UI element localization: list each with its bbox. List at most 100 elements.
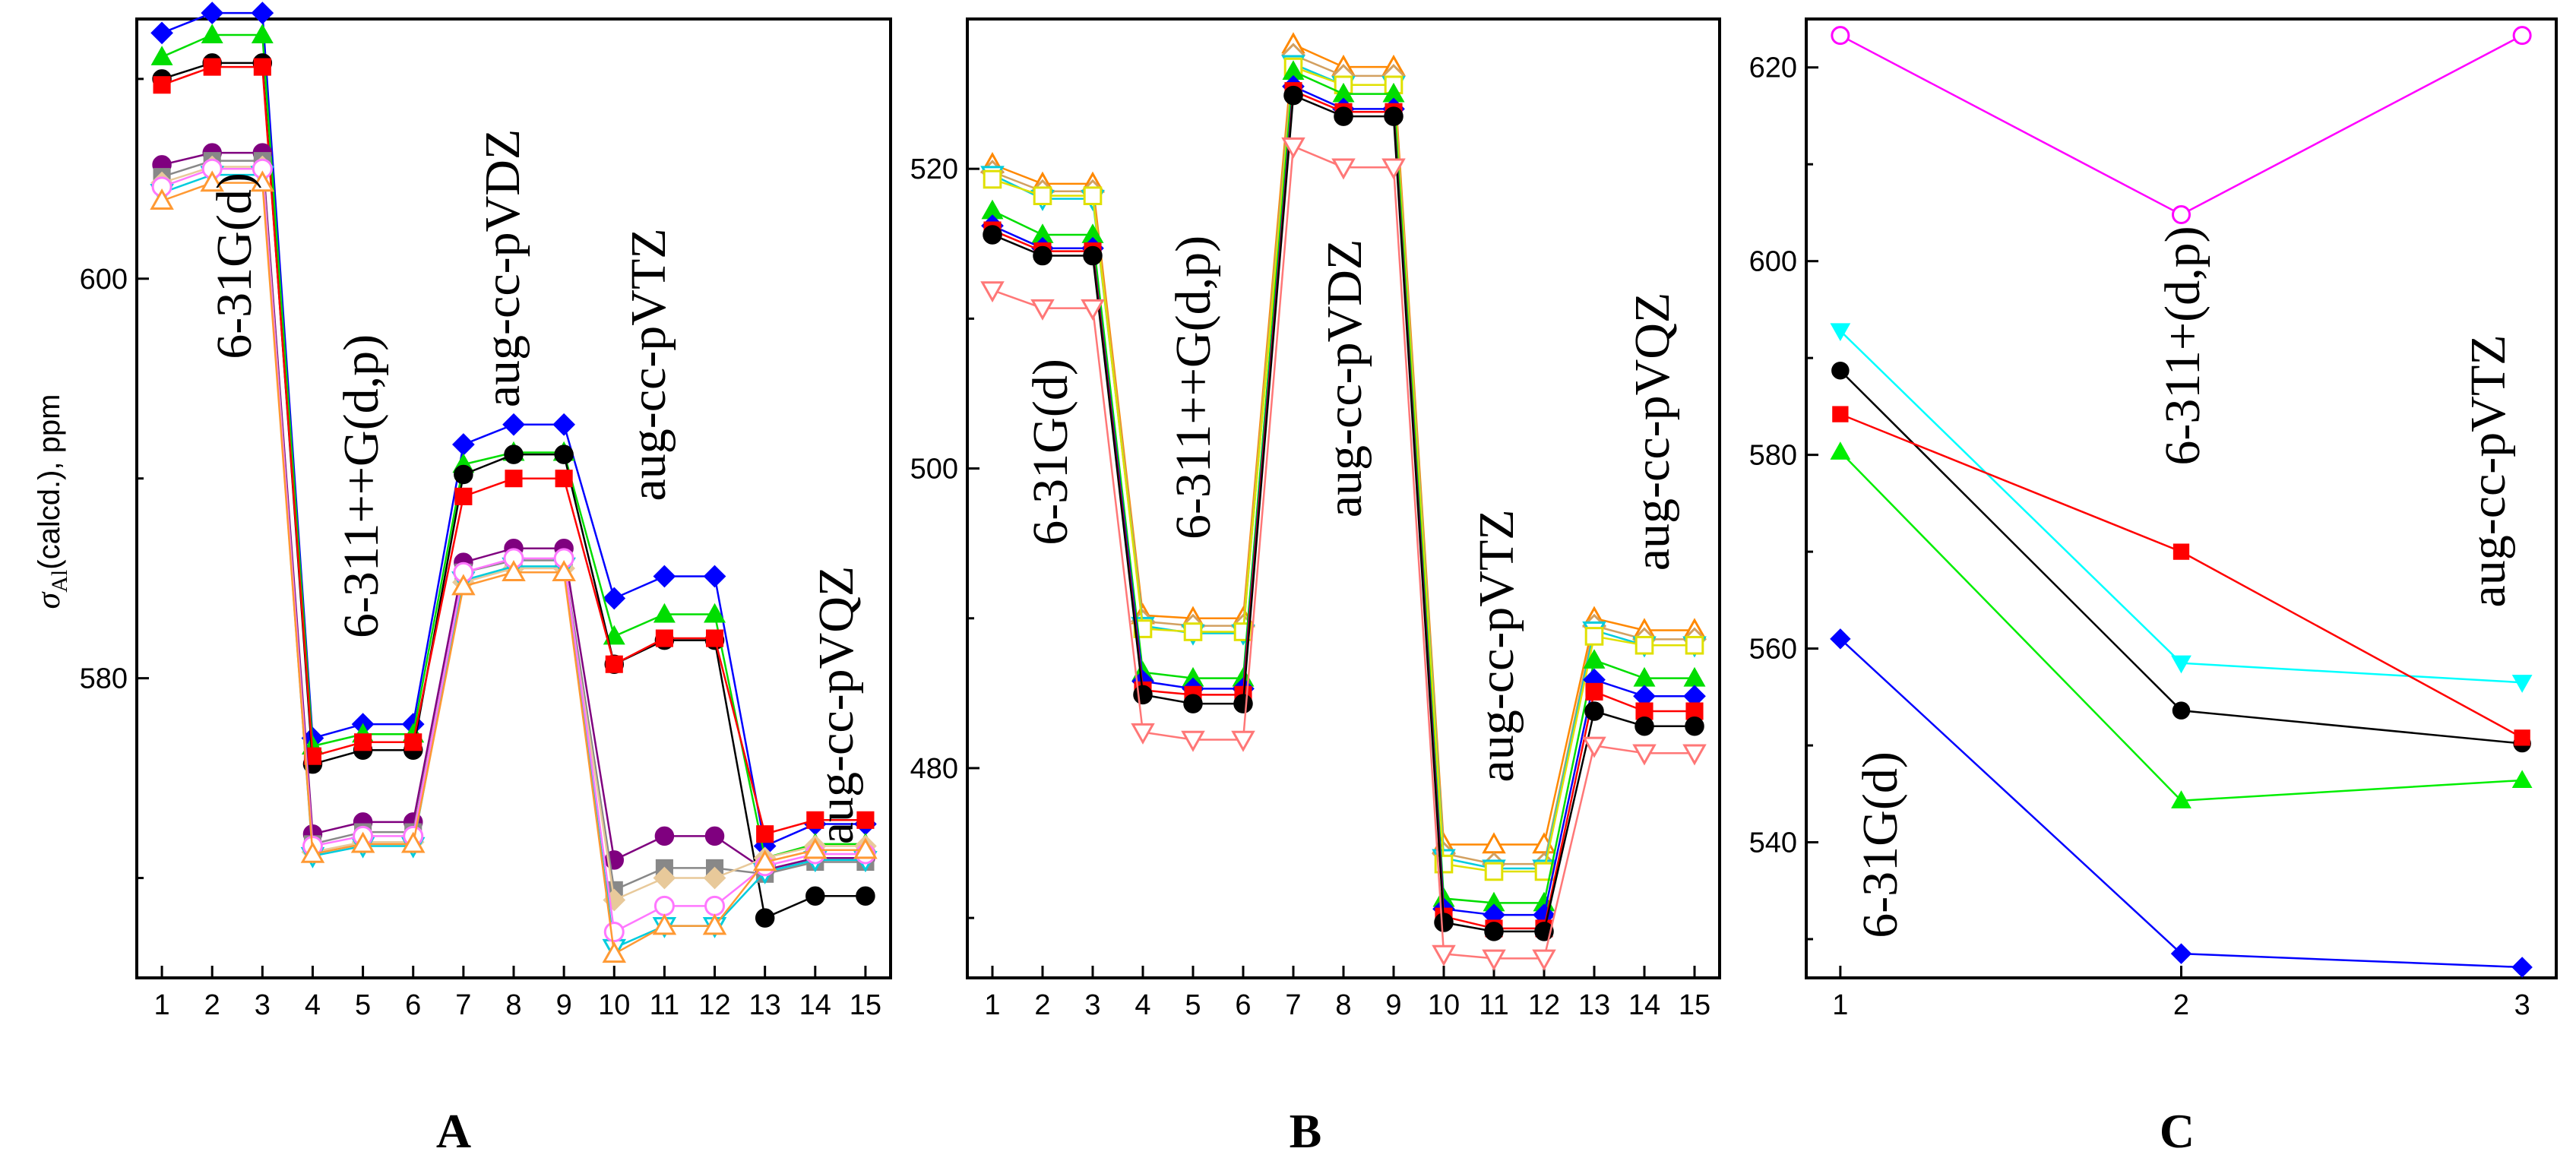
panel-b-xtick-label: 4 (1135, 989, 1150, 1021)
panel-a-xtick-label: 11 (650, 989, 679, 1021)
panel-a-xtick-label: 1 (153, 989, 169, 1021)
panel-c-point-red (2514, 729, 2530, 746)
panel-b-xtick-label: 7 (1285, 989, 1301, 1021)
panel-b-series (980, 32, 1707, 971)
panel-a-point-orange (300, 841, 325, 863)
panel-a-point-orange (752, 849, 777, 872)
panel-c-point-cyan (2171, 655, 2191, 674)
panel-a-point-red (505, 470, 523, 488)
panel-b-point-yellow (983, 169, 1002, 189)
panel-a-ylabel: σAl(calcd.), ppm (30, 394, 72, 609)
panel-a-point-black (504, 444, 524, 464)
panel-a-annotation-6311ppgdp: 6-311++G(d,p) (334, 334, 389, 638)
panel-b-xtick-label: 8 (1335, 989, 1351, 1021)
panel-c-point-magenta (2512, 26, 2532, 46)
panel-a-point-orange (400, 831, 426, 853)
panel-b-point-salmon (1682, 744, 1707, 766)
panel-b-point-salmon (1281, 137, 1305, 159)
panel-c-point-magenta (1831, 26, 1850, 46)
panel-b-point-black (1334, 106, 1353, 126)
panel-c-ytick-label: 560 (1749, 634, 1797, 666)
panel-b-point-black (1685, 716, 1704, 736)
panel-c-axes: 1 2 3 540 560 580 600 620 (1749, 52, 2530, 1021)
panel-b-point-black (1133, 685, 1153, 705)
panel-a-point-orange (803, 837, 828, 859)
panel-a-point-blue (552, 413, 575, 436)
panel-a-point-purple (654, 826, 675, 846)
panel-b-point-yellow (1584, 627, 1604, 646)
panel-a-point-red (203, 58, 221, 76)
panel-a-point-orange (350, 831, 375, 853)
panel-a-ytick-label: 580 (80, 663, 128, 695)
panel-a-point-red (153, 76, 171, 94)
panel-c-ytick-label: 600 (1749, 246, 1797, 278)
panel-c-xtick-label: 2 (2173, 989, 2189, 1021)
panel-c-ytick-label: 620 (1749, 52, 1797, 84)
panel-a-point-blue (703, 565, 726, 588)
panel-b-point-salmon (1582, 736, 1606, 758)
panel-a-ylabel-rest: (calcd.), ppm (33, 394, 66, 570)
panel-a-xtick-label: 5 (355, 989, 371, 1021)
panel-b-point-yellow (1083, 186, 1103, 205)
panel-c-point-blue (1830, 628, 1851, 650)
panel-a-point-red (555, 470, 573, 488)
panel-a-xtick-label: 9 (556, 989, 572, 1021)
panel-b-xtick-label: 10 (1428, 989, 1460, 1021)
panel-b-xtick-label: 15 (1679, 989, 1710, 1021)
panel-a-point-blue (251, 2, 274, 24)
panel-c-point-black (1831, 361, 1850, 380)
panel-b-point-salmon (980, 281, 1005, 303)
panel-letter-a: A (436, 1104, 471, 1158)
panel-b-annotation-augccpvdz: aug-cc-pVDZ (1317, 239, 1372, 517)
panel-a-point-red (605, 655, 623, 673)
panel-b-point-black (1033, 245, 1052, 266)
panel-b-xtick-label: 14 (1628, 989, 1660, 1021)
panel-a-point-orange (200, 170, 224, 192)
panel-a-xtick-label: 4 (305, 989, 321, 1021)
panel-a-xtick-label: 3 (255, 989, 271, 1021)
panel-b-ytick-label: 480 (910, 753, 958, 785)
panel-a-point-red (354, 733, 372, 751)
panel-a-point-wheat (653, 866, 676, 890)
panel-c-point-cyan (1830, 323, 1851, 342)
panel-c-point-black (2172, 701, 2191, 720)
panel-a-point-orange (502, 560, 526, 581)
panel-a-point-green (251, 24, 274, 43)
panel-c-annotation-augccpvtz: aug-cc-pVTZ (2460, 334, 2516, 607)
panel-a-point-orange (250, 170, 275, 192)
panel-a-point-red (756, 825, 774, 843)
panel-a-ylabel-symbol: σ (30, 590, 67, 609)
panel-a-point-orange (853, 837, 878, 859)
panel-a-point-wheat (703, 866, 726, 890)
panel-c-annotation-6311pdp: 6-311+(d,p) (2155, 226, 2210, 465)
panel-b-point-salmon (1081, 299, 1105, 321)
panel-b-point-black (1183, 694, 1203, 713)
panel-b-point-salmon (1632, 744, 1657, 766)
panel-a-point-blue (201, 2, 224, 24)
panel-a-point-magenta (603, 922, 625, 943)
panel-b-point-black (1083, 245, 1103, 266)
panel-b-xtick-label: 1 (984, 989, 1000, 1021)
panel-letter-c: C (2160, 1104, 2195, 1158)
panel-b-xtick-label: 3 (1084, 989, 1100, 1021)
panel-c-point-green (1830, 441, 1851, 460)
panel-b-annotation-6311ppgdp: 6-311++G(d,p) (1166, 236, 1221, 539)
panel-a-point-magenta (653, 895, 675, 916)
panel-b-ytick-label: 520 (910, 153, 958, 185)
panel-a-xtick-label: 6 (405, 989, 421, 1021)
panel-a-xtick-label: 12 (698, 989, 730, 1021)
panel-b-point-yellow (1033, 186, 1052, 205)
panel-a-point-orange (602, 941, 627, 963)
panel-c-xtick-label: 1 (1832, 989, 1848, 1021)
panel-c-point-blue (2170, 943, 2192, 964)
panel-b-ytick-label: 500 (910, 454, 958, 486)
panel-a-series (150, 2, 878, 963)
panel-a-xtick-label: 10 (598, 989, 630, 1021)
panel-b-xtick-label: 5 (1185, 989, 1201, 1021)
panel-a-xtick-label: 15 (850, 989, 881, 1021)
panel-b-point-salmon (1030, 299, 1055, 321)
panel-b-annotation-augccpvqz: aug-cc-pVQZ (1625, 293, 1680, 571)
panel-b-point-black (1434, 913, 1454, 932)
